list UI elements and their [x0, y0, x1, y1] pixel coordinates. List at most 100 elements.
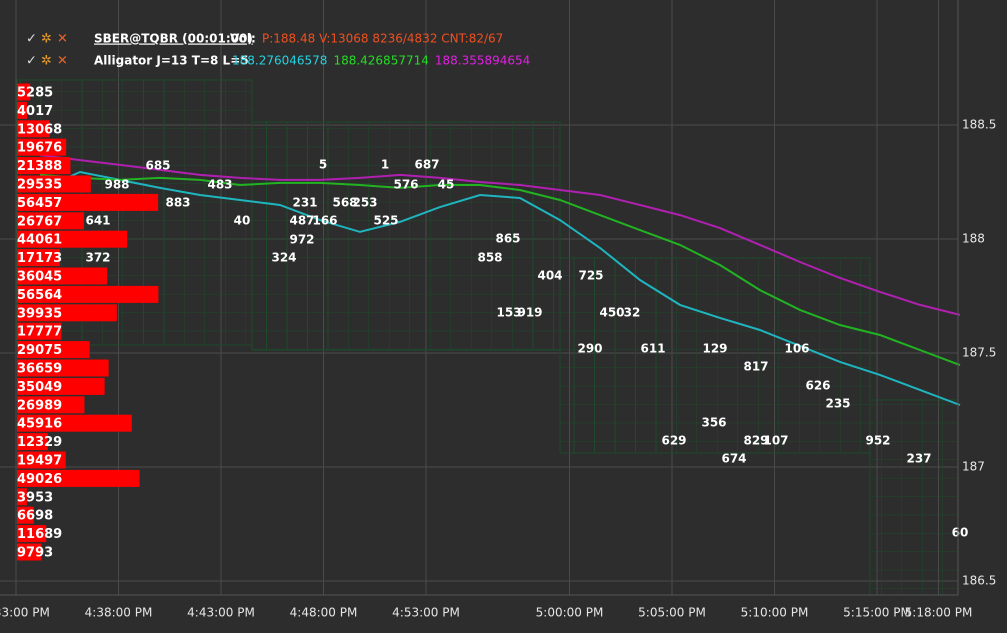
volume-label: 36045 — [17, 270, 62, 285]
volume-label: 11689 — [17, 527, 62, 542]
volume-bar — [17, 230, 128, 248]
volume-bar — [17, 120, 50, 138]
volume-label: 45916 — [17, 417, 62, 432]
cluster-label: 829 — [743, 434, 768, 448]
cluster-label: 972 — [289, 233, 314, 247]
price-tick-label: 187 — [962, 460, 985, 474]
volume-bar — [17, 341, 90, 359]
cluster-label: 450 — [599, 306, 624, 320]
cluster-block — [869, 399, 959, 596]
volume-bar — [17, 83, 31, 101]
time-tick-label: 4:33:00 PM — [0, 606, 50, 620]
time-tick-label: 4:53:00 PM — [392, 606, 460, 620]
volume-label: 56457 — [17, 196, 62, 211]
cluster-label: 372 — [85, 251, 110, 265]
volume-bar — [17, 525, 47, 543]
cluster-label: 674 — [721, 452, 746, 466]
cluster-label: 1 — [381, 158, 389, 172]
volume-label: 13068 — [17, 122, 62, 137]
alligator-lines — [39, 154, 961, 406]
settings-icon[interactable]: ✲ — [41, 32, 52, 47]
time-tick-label: 5:18:00 PM — [905, 606, 973, 620]
volume-label: 6698 — [17, 509, 53, 524]
vol-label: Vol: — [230, 32, 256, 46]
volume-label: 26989 — [17, 398, 62, 413]
volume-bar — [17, 506, 34, 524]
cluster-label: 253 — [352, 196, 377, 210]
cluster-label: 129 — [702, 342, 727, 356]
remove-icon[interactable]: ✕ — [57, 32, 68, 47]
instrument[interactable]: SBER@TQBR (00:01:00) — [94, 32, 253, 46]
cluster-label: 166 — [312, 214, 337, 228]
cluster-block — [559, 257, 871, 454]
cluster-label: 483 — [207, 178, 232, 192]
volume-bar — [17, 359, 109, 377]
volume-profile: 5285 4017 13068 19676 21388 29535 56457 26767 44… — [17, 83, 159, 561]
volume-label: 35049 — [17, 380, 62, 395]
volume-bar — [17, 414, 132, 432]
price-tick-label: 186.5 — [962, 574, 996, 588]
cluster-label: 568 — [332, 196, 357, 210]
cluster-block — [251, 121, 561, 351]
volume-label: 17777 — [17, 325, 62, 340]
cluster-label: 611 — [640, 342, 665, 356]
cluster-label: 32 — [624, 306, 641, 320]
cluster-label: 487 — [289, 214, 314, 228]
volume-bar — [17, 101, 28, 119]
volume-label: 12329 — [17, 435, 62, 450]
volume-bar — [17, 138, 67, 156]
price-tick-label: 188.5 — [962, 118, 996, 132]
axes: 188.5 188 187.5 187 186.5 4:33:00 PM 4:38:00 P… — [0, 0, 996, 620]
cluster-label: 237 — [906, 452, 931, 466]
volume-bar — [17, 433, 48, 451]
cluster-label: 324 — [271, 251, 296, 265]
time-tick-label: 5:05:00 PM — [638, 606, 706, 620]
visible-check[interactable]: ✓ — [26, 32, 37, 47]
alligator-line — [39, 170, 961, 406]
cluster-label: 952 — [865, 434, 890, 448]
cluster-label: 883 — [165, 196, 190, 210]
cluster-label: 687 — [414, 158, 439, 172]
price-tick-label: 188 — [962, 232, 985, 246]
volume-bar — [17, 488, 27, 506]
cluster-label: 5 — [319, 158, 327, 172]
time-tick-label: 4:38:00 PM — [85, 606, 153, 620]
volume-label: 29075 — [17, 343, 62, 358]
volume-bar — [17, 543, 42, 561]
time-tick-label: 5:00:00 PM — [536, 606, 604, 620]
cluster-label: 858 — [477, 251, 502, 265]
volume-label: 19497 — [17, 454, 62, 469]
volume-label: 26767 — [17, 214, 62, 229]
cluster-label: 107 — [763, 434, 788, 448]
volume-bar — [17, 193, 159, 211]
volume-bar — [17, 396, 85, 414]
header: ✓ ✲ ✕ SBER@TQBR (00:01:00) Vol: P:188.48… — [26, 32, 530, 69]
cluster-label: 817 — [743, 360, 768, 374]
volume-bar — [17, 469, 140, 487]
volume-bar — [17, 212, 84, 230]
volume-bar — [17, 304, 117, 322]
settings-icon[interactable]: ✲ — [41, 54, 52, 69]
volume-label: 3953 — [17, 490, 53, 505]
indicator-value: 188.426857714 — [333, 54, 428, 68]
volume-label: 9793 — [17, 546, 53, 561]
cluster-label: 641 — [85, 214, 110, 228]
stats: P:188.48 V:13068 8236/4832 CNT:82/67 — [262, 32, 503, 46]
volume-label: 21388 — [17, 159, 62, 174]
indicator-name[interactable]: Alligator J=13 T=8 L=5 — [94, 54, 249, 68]
volume-bar — [17, 377, 105, 395]
cluster-label: 45 — [438, 178, 455, 192]
indicator-values: 188.276046578 188.426857714 188.355894654 — [232, 54, 530, 68]
alligator-line — [39, 154, 961, 316]
indicator-value: 188.355894654 — [435, 54, 530, 68]
remove-icon[interactable]: ✕ — [57, 54, 68, 69]
indicator-value: 188.276046578 — [232, 54, 327, 68]
visible-check[interactable]: ✓ — [26, 54, 37, 69]
cluster-label: 525 — [373, 214, 398, 228]
cluster-label: 626 — [805, 379, 830, 393]
cluster-label: 629 — [661, 434, 686, 448]
cluster-label: 685 — [145, 159, 170, 173]
volume-label: 29535 — [17, 178, 62, 193]
time-tick-label: 4:43:00 PM — [187, 606, 255, 620]
